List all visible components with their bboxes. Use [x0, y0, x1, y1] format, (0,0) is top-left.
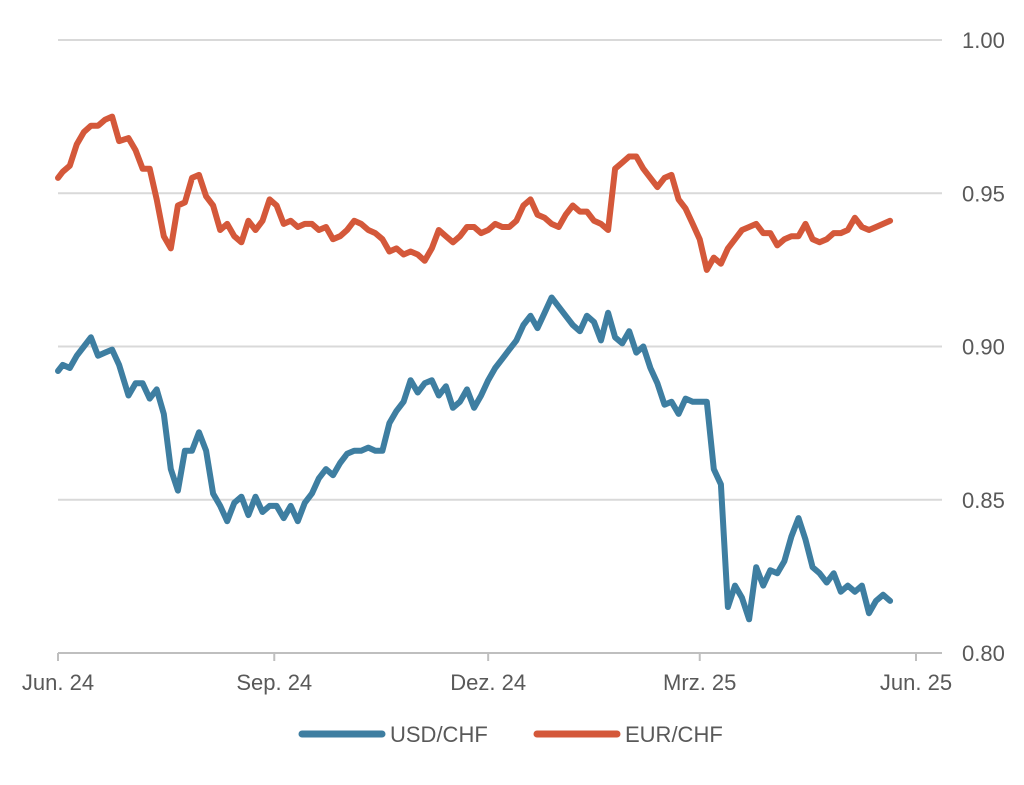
- x-tick-label: Dez. 24: [450, 670, 526, 695]
- x-axis: [57, 652, 942, 661]
- legend: USD/CHF EUR/CHF: [298, 722, 723, 747]
- x-tick-label: Jun. 25: [880, 670, 952, 695]
- series-lines: [55, 113, 894, 623]
- y-tick-label: 0.90: [962, 335, 1005, 360]
- y-tick-label: 0.80: [962, 641, 1005, 666]
- x-tick-label: Mrz. 25: [663, 670, 736, 695]
- series-line-eur-chf: [55, 113, 894, 273]
- y-axis-right: 1.00 0.95 0.90 0.85 0.80: [962, 28, 1005, 666]
- legend-item: EUR/CHF: [533, 722, 723, 747]
- legend-label: USD/CHF: [390, 722, 488, 747]
- gridlines: [58, 39, 942, 501]
- y-tick-label: 0.85: [962, 488, 1005, 513]
- legend-item: USD/CHF: [298, 722, 488, 747]
- series-line-usd-chf: [55, 294, 894, 623]
- legend-label: EUR/CHF: [625, 722, 723, 747]
- x-tick-label: Jun. 24: [22, 670, 94, 695]
- y-tick-label: 0.95: [962, 181, 1005, 206]
- y-tick-label: 1.00: [962, 28, 1005, 53]
- x-axis-tick-labels: Jun. 24 Sep. 24 Dez. 24 Mrz. 25 Jun. 25: [22, 670, 952, 695]
- x-tick-label: Sep. 24: [236, 670, 312, 695]
